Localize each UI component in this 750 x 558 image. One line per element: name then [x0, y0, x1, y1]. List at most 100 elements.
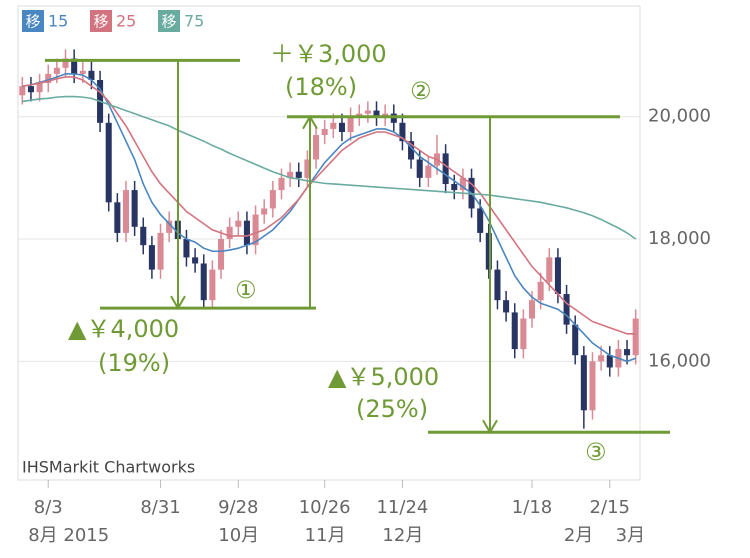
candle-body: [131, 190, 138, 227]
x-month-label: 10月: [218, 525, 259, 546]
x-tick-label: 8/3: [34, 497, 63, 518]
x-month-label: 2月: [564, 525, 593, 546]
candle-body: [373, 110, 380, 117]
candle-body: [321, 128, 328, 136]
arrow-head: [170, 295, 186, 311]
candle-body: [45, 73, 52, 84]
candle-body: [554, 257, 561, 295]
candle-body: [494, 269, 501, 301]
y-tick-label: 16,000: [648, 350, 711, 371]
legend-badge-text: 移: [93, 13, 108, 31]
ma-line: [22, 95, 637, 240]
candle-body: [459, 177, 466, 191]
x-tick-label: 10/26: [299, 497, 351, 518]
candle-body: [356, 113, 363, 117]
legend-badge-text: 移: [161, 13, 176, 31]
annotation-text: ▲￥4,000: [68, 315, 179, 343]
candle-body: [261, 208, 268, 215]
candle-body: [62, 58, 69, 68]
candle-body: [183, 239, 190, 258]
legend-badge: [22, 10, 44, 32]
candle-body: [485, 232, 492, 270]
legend-label: 75: [184, 12, 204, 31]
candle-body: [528, 300, 536, 319]
candle-body: [364, 110, 371, 114]
x-month-label: 3月: [616, 525, 645, 546]
candle-body: [330, 122, 337, 129]
x-tick-label: 9/28: [218, 497, 258, 518]
candle-body: [252, 214, 259, 246]
legend-label: 25: [116, 12, 136, 31]
candle-body: [632, 318, 639, 356]
candle-body: [580, 355, 587, 411]
candle-body: [425, 165, 432, 178]
y-tick-label: 20,000: [648, 106, 711, 127]
candle-body: [546, 257, 553, 282]
annotation-subtext: (18%): [285, 73, 357, 101]
candle-body: [140, 226, 147, 246]
plot-frame: [17, 5, 641, 481]
candle-body: [53, 67, 60, 74]
x-tick-label: 1/18: [512, 497, 552, 518]
candle-body: [157, 232, 164, 270]
candle-body: [278, 177, 285, 191]
candle-body: [390, 113, 397, 123]
candle-body: [27, 86, 34, 93]
candle-body: [217, 239, 225, 270]
candle-body: [511, 312, 518, 350]
candle-body: [537, 281, 544, 301]
candle-body: [589, 361, 596, 411]
candle-body: [304, 159, 311, 178]
candle-body: [606, 355, 613, 368]
candle-body: [226, 226, 233, 240]
candle-body: [451, 183, 458, 191]
candle-body: [442, 153, 449, 184]
candle-body: [200, 263, 207, 301]
candle-body: [88, 70, 95, 81]
candle-body: [209, 269, 216, 301]
watermark: IHSMarkit Chartworks: [22, 458, 195, 477]
legend-badge: [90, 10, 112, 32]
candle-body: [243, 220, 250, 246]
candle-body: [192, 257, 199, 264]
candle-body: [624, 349, 631, 356]
candle-body: [19, 86, 26, 96]
ma-line: [22, 76, 636, 335]
candle-body: [572, 324, 579, 356]
candle-body: [114, 202, 121, 233]
candle-body: [520, 318, 527, 350]
annotation-subtext: (25%): [356, 395, 428, 423]
candle-body: [503, 300, 510, 313]
x-tick-label: 11/24: [376, 497, 428, 518]
candle-body: [347, 116, 354, 132]
arrow-head: [302, 114, 318, 130]
legend-label: 15: [48, 12, 68, 31]
candle-body: [563, 294, 570, 325]
candle-body: [477, 208, 484, 233]
candle-body: [295, 171, 302, 178]
candle-body: [71, 58, 78, 74]
candle-body: [313, 135, 320, 160]
legend-badge-text: 移: [25, 13, 40, 31]
ma-line: [22, 73, 636, 363]
candle-body: [122, 190, 130, 233]
candle-body: [416, 159, 423, 178]
annotation-marker: ①: [235, 276, 257, 304]
y-tick-label: 18,000: [648, 228, 711, 249]
annotation-marker: ②: [410, 77, 432, 105]
candle-body: [105, 122, 112, 203]
candle-body: [598, 355, 605, 362]
annotation-subtext: (19%): [98, 349, 170, 377]
candle-body: [79, 70, 86, 74]
x-tick-label: 2/15: [590, 497, 630, 518]
candle-body: [382, 113, 389, 117]
annotation-text: ＋￥3,000: [270, 40, 387, 68]
candle-body: [36, 83, 43, 93]
candle-body: [408, 141, 415, 160]
candle-body: [269, 190, 276, 209]
arrow-head: [482, 419, 498, 435]
candle-body: [338, 122, 345, 132]
x-month-label: 11月: [305, 525, 346, 546]
x-month-label: 12月: [382, 525, 423, 546]
